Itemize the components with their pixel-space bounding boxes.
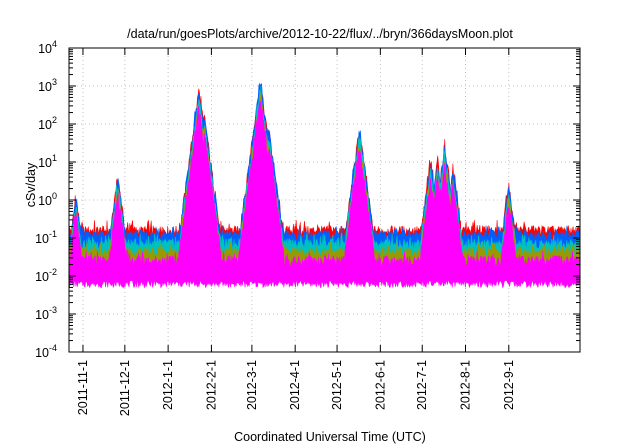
y-axis-label: cSv/day [24, 162, 38, 207]
x-tick-label: 2011-12-1 [118, 360, 132, 416]
x-tick-label: 2012-9-1 [502, 360, 516, 410]
grid [69, 48, 580, 352]
x-axis-label: Coordinated Universal Time (UTC) [234, 430, 426, 444]
y-tick-label: 103 [38, 77, 57, 94]
x-tick-label: 2012-1-1 [161, 360, 175, 410]
y-tick-label: 104 [38, 39, 57, 56]
y-tick-label: 101 [38, 153, 57, 170]
y-tick-label: 10-1 [35, 229, 57, 246]
chart-title: /data/run/goesPlots/archive/2012-10-22/f… [127, 27, 513, 41]
y-tick-label: 10-4 [35, 343, 57, 360]
y-tick-label: 10-3 [35, 305, 57, 322]
x-axis: 2011-11-1 2011-12-1 2012-1-1 2012-2-1 2012-3… [76, 48, 516, 416]
y-axis: 10-4 10-3 10-2 10-1 100 101 102 103 104 [35, 39, 580, 360]
series-layer [68, 82, 581, 289]
x-tick-label: 2012-6-1 [373, 360, 387, 410]
y-tick-label: 10-2 [35, 267, 57, 284]
x-tick-label: 2012-3-1 [245, 360, 259, 410]
x-tick-label: 2012-5-1 [330, 360, 344, 410]
x-tick-label: 2011-11-1 [76, 360, 90, 415]
x-tick-label: 2012-4-1 [288, 360, 302, 410]
x-tick-label: 2012-2-1 [204, 360, 218, 410]
x-tick-label: 2012-7-1 [415, 360, 429, 410]
y-tick-label: 100 [38, 191, 57, 208]
x-tick-label: 2012-8-1 [459, 360, 473, 410]
y-tick-label: 102 [38, 115, 57, 132]
